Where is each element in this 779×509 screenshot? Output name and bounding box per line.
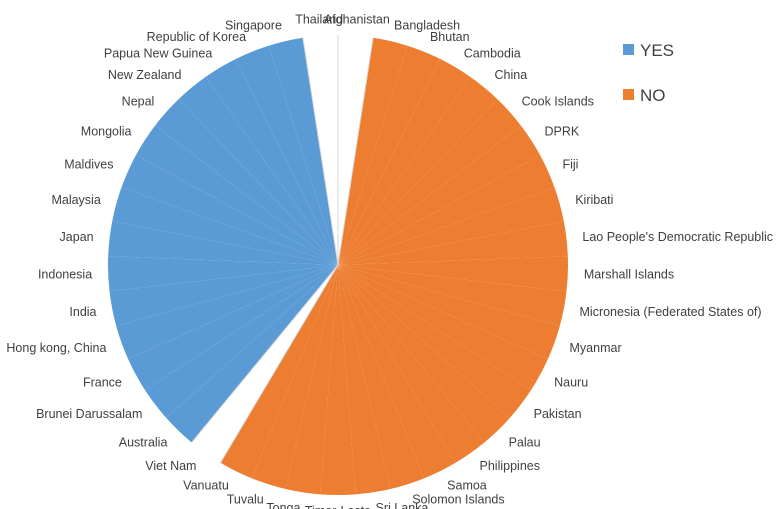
slice-tuvalu [252, 265, 338, 489]
slice-divider [191, 264, 339, 443]
slice-timor-leste [320, 265, 356, 496]
slice-micronesia-federated-states-of [338, 265, 567, 326]
category-label: Tonga [266, 501, 300, 509]
slice-marshall-islands [338, 256, 568, 292]
category-label: Solomon Islands [412, 493, 504, 507]
category-label: Sri Lanka [376, 501, 429, 509]
slice-singapore [268, 37, 338, 266]
slice-mongolia [135, 125, 338, 265]
category-label: Tuvalu [227, 493, 264, 507]
slice-palau [338, 265, 510, 443]
category-label: Japan [60, 230, 94, 244]
legend: YES NO [623, 41, 674, 105]
slice-divider [337, 37, 374, 266]
category-label: DPRK [544, 124, 579, 138]
pie-slices [108, 35, 568, 496]
slice-cook-islands [338, 99, 521, 265]
slice-china [338, 76, 498, 265]
slice-new-zealand [178, 76, 338, 265]
slice-republic-of-korea [235, 45, 338, 265]
category-label: Bhutan [430, 30, 470, 44]
category-label: Nepal [122, 94, 155, 108]
category-label: Indonesia [38, 267, 92, 281]
category-label: Papua New Guinea [104, 47, 212, 61]
slice-nauru [338, 265, 548, 391]
slice-tonga [285, 265, 338, 495]
slice-australia [166, 265, 338, 443]
slice-nepal [155, 99, 338, 265]
slice-kiribati [338, 187, 564, 265]
slice-bhutan [338, 45, 441, 265]
category-label: France [83, 376, 122, 390]
category-label: Kiribati [575, 193, 613, 207]
category-label: Timor-Leste [305, 504, 371, 509]
slice-myanmar [338, 265, 560, 360]
slice-fiji [338, 155, 555, 265]
category-label: Malaysia [51, 193, 100, 207]
category-label: Australia [119, 435, 168, 449]
category-label: Micronesia (Federated States of) [580, 305, 762, 319]
category-label: Myanmar [570, 341, 622, 355]
category-label: Mongolia [81, 124, 132, 138]
slice-japan [108, 221, 338, 265]
category-label: Philippines [480, 459, 540, 473]
category-label: Fiji [562, 157, 578, 171]
category-label: Palau [509, 435, 541, 449]
category-label: Brunei Darussalam [36, 407, 142, 421]
slice-hong-kong-china [116, 265, 338, 360]
slice-viet-nam [191, 265, 338, 463]
legend-label-no: NO [640, 86, 666, 105]
category-label: Nauru [554, 376, 588, 390]
slice-bangladesh [338, 37, 408, 266]
category-label: Vanuatu [183, 478, 229, 492]
slice-pakistan [338, 265, 532, 419]
slice-lao-people-s-democratic-republic [338, 221, 568, 265]
legend-swatch-no [623, 89, 634, 100]
category-label: Republic of Korea [147, 30, 246, 44]
slice-maldives [121, 155, 338, 265]
category-label: New Zealand [108, 68, 182, 82]
slice-divider [220, 264, 339, 463]
slice-papua-new-guinea [205, 58, 338, 265]
slice-malaysia [112, 187, 339, 265]
category-label: Marshall Islands [584, 267, 674, 281]
slice-dprk [338, 125, 541, 265]
category-label: Afghanistan [324, 13, 390, 27]
category-label: Cook Islands [522, 94, 594, 108]
slice-france [128, 265, 338, 391]
slice-divider [302, 37, 339, 266]
slice-cambodia [338, 58, 471, 265]
slice-vanuatu [220, 265, 338, 479]
category-label: India [69, 305, 96, 319]
legend-swatch-yes [623, 44, 634, 55]
slice-samoa [338, 265, 456, 479]
slice-philippines [338, 265, 485, 463]
category-label: Singapore [225, 18, 282, 32]
category-label: China [495, 68, 528, 82]
slice-indonesia [108, 256, 338, 292]
category-label: Viet Nam [145, 459, 196, 473]
slice-india [109, 265, 339, 326]
category-label: Thailand [295, 13, 343, 27]
slice-brunei-darussalam [144, 265, 338, 419]
category-label: Lao People's Democratic Republic [582, 230, 773, 244]
category-label: Pakistan [534, 407, 582, 421]
legend-label-yes: YES [640, 41, 674, 60]
slice-solomon-islands [338, 265, 424, 489]
category-label: Maldives [64, 157, 113, 171]
category-label: Cambodia [464, 47, 521, 61]
category-label: Samoa [447, 478, 487, 492]
category-label: Bangladesh [394, 18, 460, 32]
slice-sri-lanka [338, 265, 391, 495]
category-label: Hong kong, China [6, 341, 106, 355]
